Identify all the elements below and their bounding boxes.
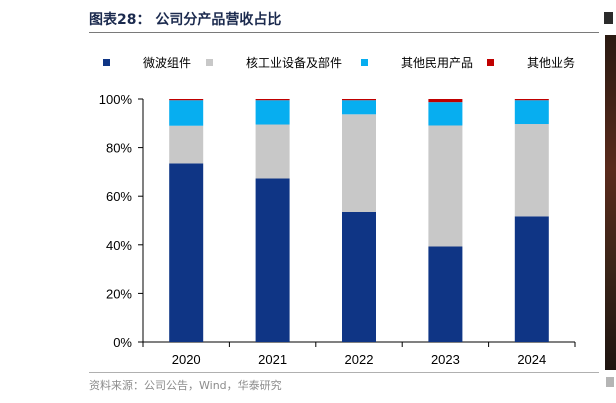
legend-label: 微波组件 bbox=[143, 56, 191, 70]
bar-segment bbox=[255, 100, 290, 125]
adjacent-figure-marker bbox=[604, 12, 613, 24]
bar-segment bbox=[255, 99, 290, 101]
bar-segment bbox=[514, 216, 549, 342]
bar-segment bbox=[255, 178, 290, 342]
bar-segment bbox=[428, 99, 463, 103]
bar-segment bbox=[428, 102, 463, 126]
chart-legend: 微波组件 核工业设备及部件 其他民用产品 其他业务 bbox=[103, 55, 575, 70]
bar-segment bbox=[169, 99, 204, 101]
adjacent-photo-edge bbox=[605, 35, 616, 370]
y-tick-label: 0% bbox=[113, 335, 132, 350]
source-note: 资料来源：公司公告，Wind，华泰研究 bbox=[89, 379, 282, 392]
bar-segment bbox=[342, 100, 376, 115]
legend-label: 其他业务 bbox=[527, 55, 575, 70]
bar-segment bbox=[428, 125, 463, 247]
y-tick-label: 80% bbox=[106, 141, 132, 156]
bar-segment bbox=[514, 124, 549, 217]
chart-bars bbox=[169, 99, 549, 342]
legend-swatch bbox=[361, 59, 368, 66]
source-divider bbox=[89, 372, 599, 373]
x-tick-label: 2022 bbox=[345, 352, 374, 367]
title-divider bbox=[89, 32, 599, 33]
adjacent-source-marker bbox=[606, 377, 614, 387]
bar-segment bbox=[342, 114, 376, 212]
legend-swatch bbox=[206, 59, 213, 66]
bar-segment bbox=[169, 163, 204, 342]
x-tick-label: 2023 bbox=[431, 352, 460, 367]
y-tick-label: 60% bbox=[106, 189, 132, 204]
bar-segment bbox=[342, 99, 376, 101]
bar-segment bbox=[514, 99, 549, 101]
bar-segment bbox=[514, 100, 549, 125]
legend-swatch bbox=[103, 59, 110, 66]
y-tick-label: 20% bbox=[106, 286, 132, 301]
x-tick-label: 2020 bbox=[172, 352, 201, 367]
bar-segment bbox=[169, 125, 204, 164]
legend-swatch bbox=[487, 59, 494, 66]
legend-label: 核工业设备及部件 bbox=[246, 55, 342, 70]
legend-label: 其他民用产品 bbox=[401, 56, 473, 70]
x-tick-label: 2024 bbox=[517, 352, 546, 367]
bar-segment bbox=[428, 246, 463, 342]
x-tick-label: 2021 bbox=[258, 352, 287, 367]
bar-segment bbox=[255, 124, 290, 179]
chart-axes: 0% 20% 40% 60% 80% 100% 2020 2021 2022 2023 2024 bbox=[99, 92, 576, 367]
y-tick-label: 40% bbox=[106, 238, 132, 253]
bar-segment bbox=[342, 211, 376, 342]
bar-segment bbox=[169, 100, 204, 126]
figure-title: 图表28： 公司分产品营收占比 bbox=[89, 12, 282, 28]
y-tick-label: 100% bbox=[99, 92, 133, 107]
